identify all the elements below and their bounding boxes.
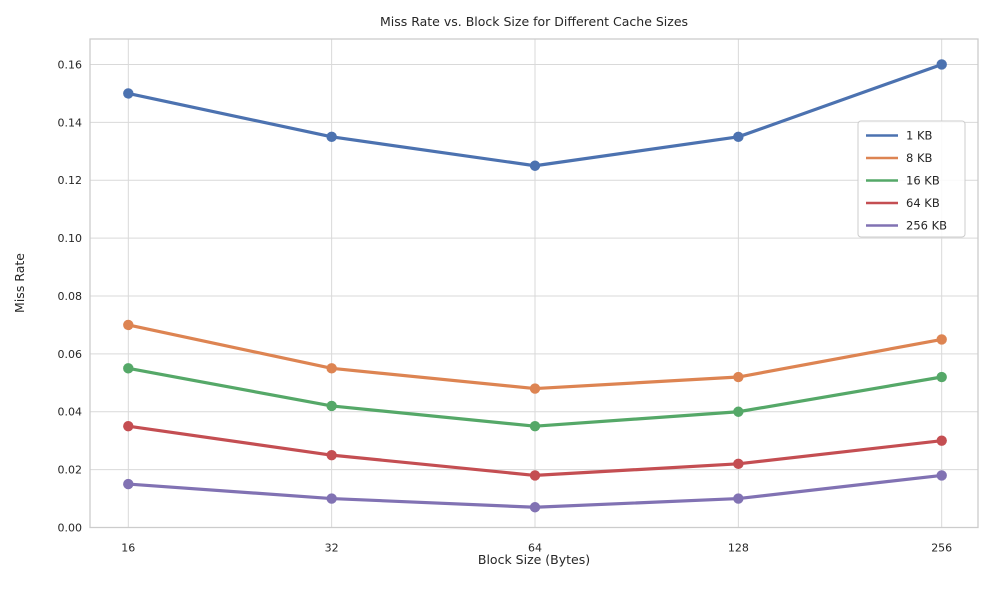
data-point-16-kb-32 [326, 400, 337, 412]
y-tick-label: 0.12 [58, 174, 83, 187]
plot-area-border [89, 38, 979, 529]
data-point-8-kb-16 [123, 319, 134, 331]
y-tick-label: 0.10 [58, 232, 83, 245]
x-tick-label: 32 [325, 542, 339, 555]
data-point-1-kb-32 [326, 131, 337, 143]
y-tick-label: 0.16 [58, 58, 83, 71]
series-layer [123, 59, 947, 513]
legend-label-16-kb: 16 KB [906, 174, 940, 188]
y-tick-label: 0.14 [58, 116, 83, 129]
data-point-256-kb-32 [326, 493, 337, 504]
x-tick-label: 256 [931, 542, 952, 555]
data-point-64-kb-128 [733, 458, 744, 470]
data-point-256-kb-128 [733, 493, 744, 504]
y-tick-label: 0.08 [58, 290, 83, 303]
data-point-8-kb-256 [936, 334, 947, 345]
data-point-16-kb-128 [733, 406, 744, 417]
tick-labels: 0.00 0.02 0.04 0.06 0.08 0.10 0.12 0.14 0.16 16 32… [58, 58, 953, 554]
legend-label-64-kb: 64 KB [906, 196, 940, 210]
data-point-8-kb-64 [529, 383, 541, 394]
grid-layer [90, 39, 978, 528]
data-point-1-kb-16 [123, 88, 134, 99]
data-point-1-kb-128 [733, 131, 744, 143]
legend-label-8-kb: 8 KB [906, 151, 933, 165]
data-point-64-kb-16 [123, 421, 134, 432]
data-point-256-kb-64 [529, 502, 541, 513]
plot-border [89, 38, 979, 529]
data-point-256-kb-16 [123, 478, 134, 490]
chart-title: Miss Rate vs. Block Size for Different C… [380, 14, 688, 29]
x-tick-label: 64 [528, 542, 542, 555]
data-point-1-kb-256 [936, 59, 947, 70]
y-tick-label: 0.06 [58, 348, 83, 361]
data-point-256-kb-256 [936, 470, 947, 481]
y-tick-label: 0.02 [58, 464, 83, 477]
data-point-8-kb-32 [326, 363, 337, 374]
y-tick-label: 0.00 [58, 522, 83, 535]
data-point-16-kb-64 [529, 421, 541, 432]
data-point-64-kb-64 [529, 470, 541, 481]
x-tick-label: 16 [121, 542, 135, 555]
legend-label-1-kb: 1 KB [906, 129, 933, 143]
data-point-16-kb-256 [936, 371, 947, 383]
y-tick-label: 0.04 [58, 406, 83, 419]
x-tick-label: 128 [728, 542, 749, 555]
data-point-64-kb-32 [326, 449, 337, 461]
x-axis-label: Block Size (Bytes) [478, 552, 590, 567]
data-point-16-kb-16 [123, 363, 134, 374]
legend-box [857, 120, 966, 238]
data-point-64-kb-256 [936, 435, 947, 446]
data-point-8-kb-128 [733, 371, 744, 383]
data-point-1-kb-64 [529, 160, 541, 171]
y-axis-label: Miss Rate [12, 253, 27, 313]
legend-label-256-kb: 256 KB [906, 219, 947, 233]
legend: 1 KB 8 KB 16 KB 64 KB 256 KB [857, 120, 966, 238]
